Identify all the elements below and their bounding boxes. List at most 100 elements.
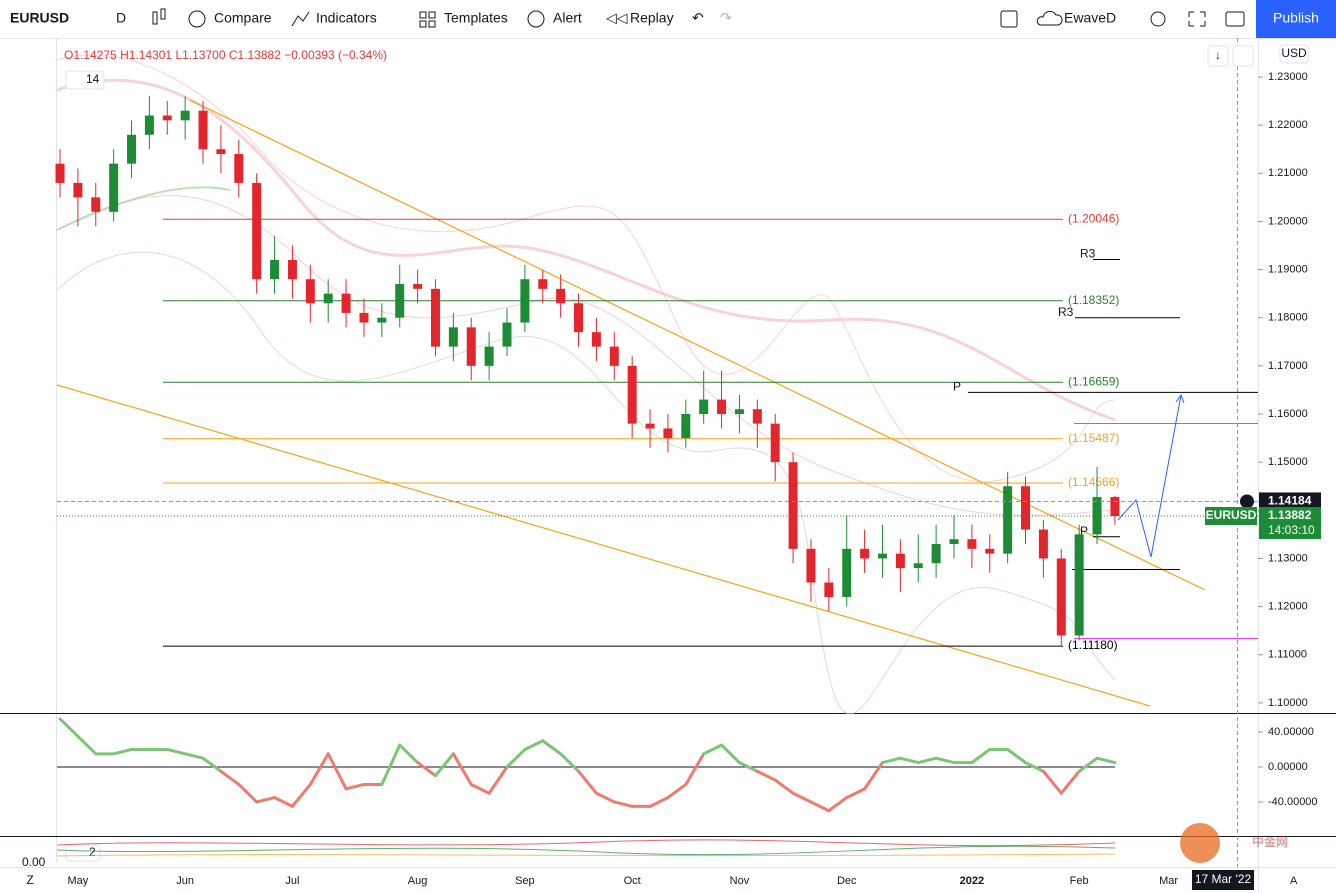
y-tick-label: 1.13000: [1268, 552, 1308, 564]
maximize-button[interactable]: [1232, 45, 1254, 67]
publish-button[interactable]: [1256, 0, 1336, 38]
candle-body: [484, 346, 494, 366]
alert[interactable]: Alert: [553, 10, 582, 26]
candle-body: [574, 303, 584, 333]
oscillator-segment: [577, 769, 598, 795]
sub-period-badge[interactable]: [65, 844, 101, 862]
compare[interactable]: Compare: [214, 10, 272, 26]
oscillator-segment: [845, 787, 867, 800]
oscillator-segment: [809, 800, 831, 813]
low: L1.13700: [175, 48, 225, 62]
undo[interactable]: ↶: [692, 10, 704, 26]
candle-body: [127, 134, 137, 164]
oscillator-segment: [183, 752, 205, 760]
oscillator-segment: [1059, 769, 1081, 795]
y-tick-label: 1.11000: [1268, 649, 1307, 661]
y-tick-label: 1.20000: [1268, 215, 1308, 227]
oscillator-segment: [1041, 769, 1063, 795]
alert-icon[interactable]: [527, 10, 545, 28]
candle-body: [609, 346, 619, 366]
oscillator-segment: [487, 765, 509, 795]
oscillator-segment: [737, 761, 759, 773]
oscillator-segment: [451, 752, 473, 786]
price-grid: 1.100001.110001.120001.130001.140001.150…: [1258, 71, 1308, 709]
oscillator-segment: [970, 747, 992, 765]
pivot-label: R3: [1080, 247, 1096, 261]
currency-badge[interactable]: [1279, 44, 1309, 64]
scroll-button[interactable]: [1207, 45, 1229, 67]
oscillator-segment: [755, 769, 777, 782]
candle-icon[interactable]: [152, 8, 166, 25]
candle-body: [556, 288, 566, 304]
replay[interactable]: Replay: [630, 10, 674, 26]
level-label: (1.11180): [1068, 638, 1118, 652]
candle-body: [466, 327, 476, 366]
y-tick-label: 1.22000: [1268, 119, 1308, 131]
candle-body: [717, 399, 727, 415]
candle-body: [663, 428, 673, 439]
oscillator-segment: [523, 739, 545, 751]
oscillator-segment: [58, 717, 80, 738]
candle-body: [538, 279, 548, 289]
candle-body: [591, 332, 601, 347]
level-label: (1.16659): [1068, 374, 1119, 388]
y-tick-label: 1.19000: [1268, 263, 1308, 275]
candle-body: [985, 548, 995, 554]
fullscreen-select[interactable]: [1000, 10, 1018, 28]
compare-icon[interactable]: [188, 10, 206, 28]
x-tick-label: May: [67, 875, 88, 887]
oscillator-segment: [308, 752, 330, 786]
oscillator-segment: [433, 752, 455, 778]
interval[interactable]: D: [116, 10, 126, 26]
last-price-tag: [1259, 506, 1321, 539]
cloud-icon[interactable]: [1036, 10, 1063, 26]
candle-body: [234, 154, 244, 183]
replay-icon[interactable]: ◁◁: [606, 10, 628, 26]
candle-body: [967, 539, 977, 549]
redo[interactable]: ↷: [720, 10, 732, 26]
templates-icon[interactable]: [419, 11, 436, 28]
sub-period: 2: [89, 845, 96, 859]
snapshot-icon[interactable]: [1225, 11, 1245, 27]
x-tick-label: Nov: [730, 875, 750, 887]
candle-body: [252, 182, 262, 280]
oscillator-segment: [76, 734, 98, 756]
x-tick-label: 2022: [960, 875, 984, 887]
ma-line: [56, 186, 231, 231]
oscillator-segment: [594, 791, 616, 804]
candle-body: [931, 544, 941, 564]
level-label: (1.20046): [1068, 211, 1119, 225]
y-tick-label: -40.00000: [1268, 796, 1318, 808]
candle-body: [1074, 534, 1084, 636]
scroll-icon[interactable]: ↓: [1215, 48, 1221, 62]
templates[interactable]: Templates: [444, 10, 508, 26]
oscillator-segment: [684, 752, 706, 786]
period-badge[interactable]: [65, 70, 105, 90]
symbol[interactable]: EURUSD: [10, 10, 69, 26]
symbol-tag: [1205, 506, 1257, 525]
toolbar: EURUSD D Compare Indicators Templates Al…: [0, 0, 1336, 39]
settings-icon[interactable]: [1150, 11, 1166, 27]
oscillator-segment: [416, 761, 437, 778]
publish[interactable]: Publish: [1273, 10, 1319, 26]
x-tick-label: A: [1290, 875, 1298, 887]
candle-body: [1092, 497, 1102, 535]
oscillator-segment: [720, 743, 741, 765]
candle-body: [430, 288, 440, 347]
oscillator-segment: [237, 782, 259, 804]
crosshair-tag: [1259, 492, 1321, 511]
indicators-icon[interactable]: [291, 11, 310, 27]
oscillator-segment: [112, 747, 134, 756]
candle-body: [180, 110, 190, 121]
candle-body: [144, 115, 154, 135]
indicators[interactable]: Indicators: [316, 10, 377, 26]
candle-body: [341, 293, 351, 313]
y-tick-label: 1.23000: [1268, 71, 1308, 83]
fullscreen-icon[interactable]: [1188, 11, 1206, 27]
reset-button[interactable]: Z: [26, 873, 33, 887]
layout-name[interactable]: EwaveD: [1064, 10, 1116, 26]
candle-body: [949, 539, 959, 545]
oscillator-segment: [290, 782, 312, 808]
pivot-label: R3: [1058, 305, 1074, 319]
candle-body: [1110, 497, 1120, 516]
